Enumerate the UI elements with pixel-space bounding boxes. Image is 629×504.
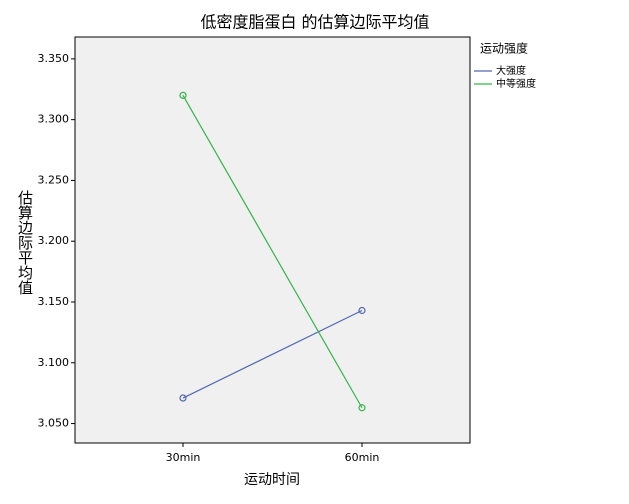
x-tick-label: 60min: [345, 451, 380, 464]
legend-label: 大强度: [496, 64, 526, 77]
data-point: [358, 404, 366, 412]
y-tick-label: 3.250: [38, 173, 70, 186]
data-point: [179, 394, 187, 402]
data-point: [179, 91, 187, 99]
x-axis-label: 运动时间: [244, 472, 300, 488]
data-point: [358, 306, 366, 315]
y-tick-label: 3.200: [38, 234, 70, 247]
y-tick-label: 3.100: [38, 356, 70, 369]
series-line: [182, 95, 363, 409]
legend-title: 运动强度: [480, 41, 528, 56]
y-tick-label: 3.350: [38, 52, 70, 65]
series-line: [182, 309, 363, 399]
plot-area: [74, 36, 471, 444]
y-axis-label: 估算边际平均值: [16, 190, 34, 295]
legend-label: 中等强度: [496, 77, 536, 90]
y-tick-label: 3.150: [38, 295, 70, 308]
y-tick-label: 3.050: [38, 417, 70, 430]
x-tick-label: 30min: [166, 451, 201, 464]
y-tick-label: 3.300: [38, 113, 70, 126]
chart-title: 低密度脂蛋白 的估算边际平均值: [200, 13, 429, 32]
